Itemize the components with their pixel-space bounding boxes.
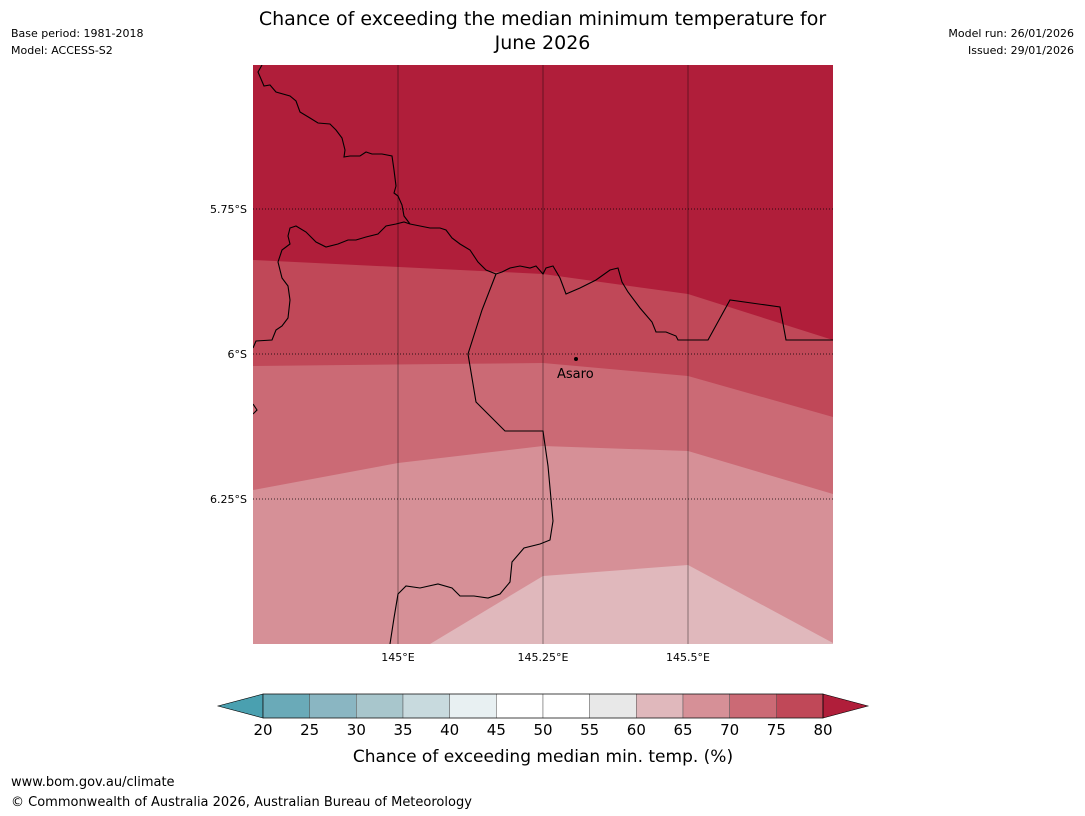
footer-copyright: © Commonwealth of Australia 2026, Austra…: [11, 795, 472, 810]
colorbar-segment-45-50: [496, 693, 544, 719]
lon-label-145-25e: 145.25°E: [518, 651, 569, 664]
colorbar-tick-80: 80: [813, 721, 832, 739]
coastline-fragment: [253, 403, 258, 415]
lon-label-145-5e: 145.5°E: [666, 651, 710, 664]
lat-label-6s: 6°S: [228, 348, 247, 361]
colorbar-tick-60: 60: [627, 721, 646, 739]
colorbar-segment-30-35: [356, 693, 404, 719]
base-period-text: Base period: 1981-2018: [11, 27, 144, 40]
colorbar-extend-high: [822, 693, 870, 719]
colorbar-outline: [262, 693, 824, 719]
colorbar: 20 25 30 35 40 45 50 55 60 65 70 75 80 Chance of exc…: [216, 693, 870, 767]
issued-text: Issued: 29/01/2026: [967, 44, 1074, 57]
colorbar-tick-35: 35: [393, 721, 412, 739]
province-border-west: [389, 273, 554, 644]
colorbar-segment-25-30: [309, 693, 357, 719]
graticule: [253, 65, 833, 644]
colorbar-tick-45: 45: [487, 721, 506, 739]
page-title: Chance of exceeding the median minimum t…: [0, 7, 1085, 55]
band-60-65: [430, 565, 833, 644]
colorbar-segment-40-45: [449, 693, 497, 719]
asaro-label: Asaro: [557, 367, 594, 382]
colorbar-tick-labels: 20 25 30 35 40 45 50 55 60 65 70 75 80: [253, 721, 832, 739]
colorbar-tick-70: 70: [720, 721, 739, 739]
colorbar-segments: [216, 693, 870, 719]
model-run-text: Model run: 26/01/2026: [948, 27, 1074, 40]
colorbar-tick-20: 20: [253, 721, 272, 739]
colorbar-tick-65: 65: [673, 721, 692, 739]
coastline-gulf: [409, 223, 497, 275]
lon-label-145e: 145°E: [381, 651, 414, 664]
lat-label-5-75s: 5.75°S: [210, 203, 247, 216]
colorbar-tick-30: 30: [347, 721, 366, 739]
footer-url[interactable]: www.bom.gov.au/climate: [11, 775, 175, 790]
colorbar-segment-35-40: [402, 693, 450, 719]
colorbar-segment-65-70: [682, 693, 730, 719]
metadata-right: Model run: 26/01/2026 Issued: 29/01/2026: [948, 25, 1074, 59]
province-border-north: [495, 265, 833, 341]
colorbar-tick-50: 50: [533, 721, 552, 739]
colorbar-tick-25: 25: [300, 721, 319, 739]
coastline-north: [257, 65, 411, 225]
colorbar-segment-60-65: [636, 693, 684, 719]
colorbar-tick-40: 40: [440, 721, 459, 739]
forecast-map: Asaro 5.75°S 6°S 6.25°S 145°E 145.25°E 1…: [210, 65, 833, 664]
lat-label-6-25s: 6.25°S: [210, 493, 247, 506]
colorbar-segment-75-80: [776, 693, 824, 719]
model-text: Model: ACCESS-S2: [11, 44, 113, 57]
colorbar-tick-75: 75: [767, 721, 786, 739]
colorbar-tick-55: 55: [580, 721, 599, 739]
colorbar-extend-low: [216, 693, 264, 719]
coastline-south-shore: [253, 221, 411, 349]
colorbar-segment-55-60: [589, 693, 637, 719]
colorbar-segment-50-55: [542, 693, 590, 719]
colorbar-title: Chance of exceeding median min. temp. (%…: [353, 747, 733, 767]
colorbar-segment-70-75: [729, 693, 777, 719]
title-line-1: Chance of exceeding the median minimum t…: [258, 8, 827, 30]
asaro-marker: [574, 357, 578, 361]
colorbar-segment-20-25: [262, 693, 310, 719]
coastline-borders: [253, 65, 833, 644]
title-line-2: June 2026: [494, 32, 591, 54]
metadata-left: Base period: 1981-2018 Model: ACCESS-S2: [11, 25, 143, 59]
